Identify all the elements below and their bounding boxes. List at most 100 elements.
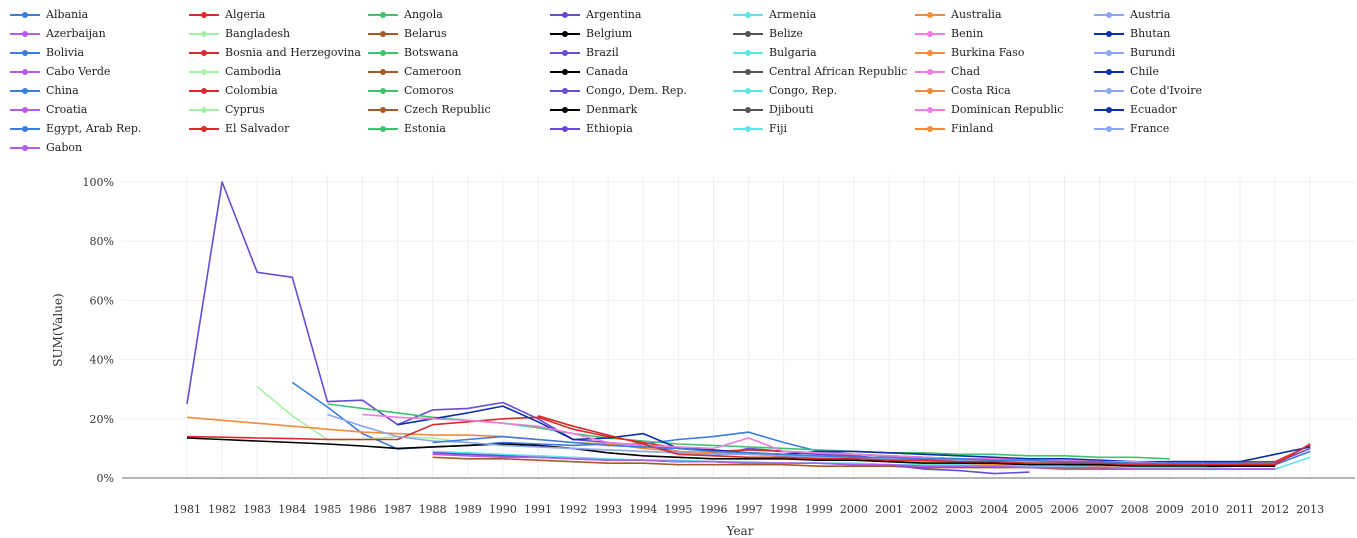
legend-item[interactable]: Cameroon [368, 62, 462, 81]
legend-item[interactable]: Burundi [1094, 43, 1175, 62]
legend-label: Chad [951, 65, 981, 78]
legend-item[interactable]: Argentina [550, 5, 641, 24]
legend-label: Cambodia [225, 65, 282, 78]
legend-swatch-icon [189, 30, 219, 37]
series-line [537, 415, 1311, 466]
legend-item[interactable]: Brazil [550, 43, 619, 62]
legend-item[interactable]: Bosnia and Herzegovina [189, 43, 361, 62]
legend-swatch-icon [733, 68, 763, 75]
legend-item[interactable]: Comoros [368, 81, 454, 100]
legend-item[interactable]: China [10, 81, 79, 100]
legend-label: Ecuador [1130, 103, 1177, 116]
legend-item[interactable]: Central African Republic [733, 62, 907, 81]
legend-item[interactable]: Bolivia [10, 43, 84, 62]
legend-item[interactable]: Belarus [368, 24, 447, 43]
legend-item[interactable]: Bhutan [1094, 24, 1170, 43]
legend-item[interactable]: Croatia [10, 100, 87, 119]
legend-label: Cabo Verde [46, 65, 111, 78]
x-tick-label: 1992 [559, 503, 587, 516]
legend-item[interactable]: Angola [368, 5, 443, 24]
legend-item[interactable]: Estonia [368, 119, 446, 138]
legend-item[interactable]: Benin [915, 24, 983, 43]
y-tick-label: 60% [90, 294, 114, 307]
legend-item[interactable]: Bangladesh [189, 24, 290, 43]
legend-item[interactable]: Austria [1094, 5, 1170, 24]
x-tick-label: 2007 [1086, 503, 1114, 516]
legend-item[interactable]: Cote d'Ivoire [1094, 81, 1202, 100]
legend-label: Cameroon [404, 65, 462, 78]
legend-swatch-icon [550, 30, 580, 37]
legend-item[interactable]: Congo, Dem. Rep. [550, 81, 687, 100]
legend-swatch-icon [10, 49, 40, 56]
legend-label: Chile [1130, 65, 1160, 78]
legend-item[interactable]: Chile [1094, 62, 1159, 81]
legend-item[interactable]: Colombia [189, 81, 278, 100]
x-tick-label: 1988 [419, 503, 447, 516]
legend-swatch-icon [550, 11, 580, 18]
legend-item[interactable]: Chad [915, 62, 980, 81]
legend-label: Brazil [586, 46, 619, 59]
x-tick-label: 1999 [805, 503, 833, 516]
legend-item[interactable]: Ethiopia [550, 119, 633, 138]
legend-item[interactable]: Djibouti [733, 100, 813, 119]
chart-labels: 0% 20% 40% 60% 80% 100% 1981 1982 1983 1984 1985 19… [51, 176, 1324, 538]
legend-item[interactable]: Albania [10, 5, 88, 24]
legend-label: Finland [951, 122, 994, 135]
legend-label: Costa Rica [951, 84, 1011, 97]
legend-label: Australia [951, 8, 1002, 21]
legend-item[interactable]: Czech Republic [368, 100, 491, 119]
legend-label: Burundi [1130, 46, 1176, 59]
legend-swatch-icon [189, 125, 219, 132]
legend-item[interactable]: Burkina Faso [915, 43, 1024, 62]
legend-swatch-icon [733, 106, 763, 113]
x-tick-label: 1986 [349, 503, 377, 516]
legend-item[interactable]: Cyprus [189, 100, 265, 119]
legend-item[interactable]: Congo, Rep. [733, 81, 837, 100]
legend-item[interactable]: Canada [550, 62, 628, 81]
legend-swatch-icon [189, 49, 219, 56]
legend-swatch-icon [733, 49, 763, 56]
legend-item[interactable]: Gabon [10, 138, 82, 157]
y-tick-label: 0% [97, 472, 114, 485]
legend-item[interactable]: Botswana [368, 43, 458, 62]
legend-item[interactable]: Ecuador [1094, 100, 1177, 119]
legend-item[interactable]: Australia [915, 5, 1002, 24]
legend-item[interactable]: El Salvador [189, 119, 289, 138]
x-tick-label: 1994 [629, 503, 657, 516]
series-line [362, 413, 1276, 465]
legend-label: Central African Republic [769, 65, 908, 78]
legend-item[interactable]: Egypt, Arab Rep. [10, 119, 141, 138]
legend-swatch-icon [1094, 87, 1124, 94]
legend-label: Denmark [586, 103, 638, 116]
legend-swatch-icon [915, 106, 945, 113]
legend-swatch-icon [915, 68, 945, 75]
legend-item[interactable]: Algeria [189, 5, 265, 24]
legend-item[interactable]: Dominican Republic [915, 100, 1063, 119]
legend-item[interactable]: Cambodia [189, 62, 281, 81]
legend-item[interactable]: Armenia [733, 5, 816, 24]
y-axis-title: SUM(Value) [51, 293, 65, 366]
legend-item[interactable]: Denmark [550, 100, 637, 119]
y-tick-label: 100% [83, 176, 114, 189]
legend-swatch-icon [1094, 49, 1124, 56]
legend-swatch-icon [733, 87, 763, 94]
legend-item[interactable]: Bulgaria [733, 43, 817, 62]
legend-item[interactable]: Belgium [550, 24, 632, 43]
legend-item[interactable]: Azerbaijan [10, 24, 106, 43]
legend-item[interactable]: France [1094, 119, 1169, 138]
x-tick-label: 1987 [384, 503, 412, 516]
y-tick-label: 80% [90, 235, 114, 248]
legend-item[interactable]: Costa Rica [915, 81, 1011, 100]
x-tick-label: 2004 [980, 503, 1008, 516]
legend-item[interactable]: Fiji [733, 119, 787, 138]
legend-label: Egypt, Arab Rep. [46, 122, 142, 135]
legend-item[interactable]: Finland [915, 119, 993, 138]
legend-label: Bosnia and Herzegovina [225, 46, 361, 59]
x-tick-label: 2008 [1121, 503, 1149, 516]
legend-item[interactable]: Cabo Verde [10, 62, 110, 81]
line-chart: 0% 20% 40% 60% 80% 100% 1981 1982 1983 1984 1985 19… [51, 174, 1355, 538]
legend-swatch-icon [733, 125, 763, 132]
legend-item[interactable]: Belize [733, 24, 803, 43]
legend-label: Colombia [225, 84, 278, 97]
legend-label: Cote d'Ivoire [1130, 84, 1202, 97]
